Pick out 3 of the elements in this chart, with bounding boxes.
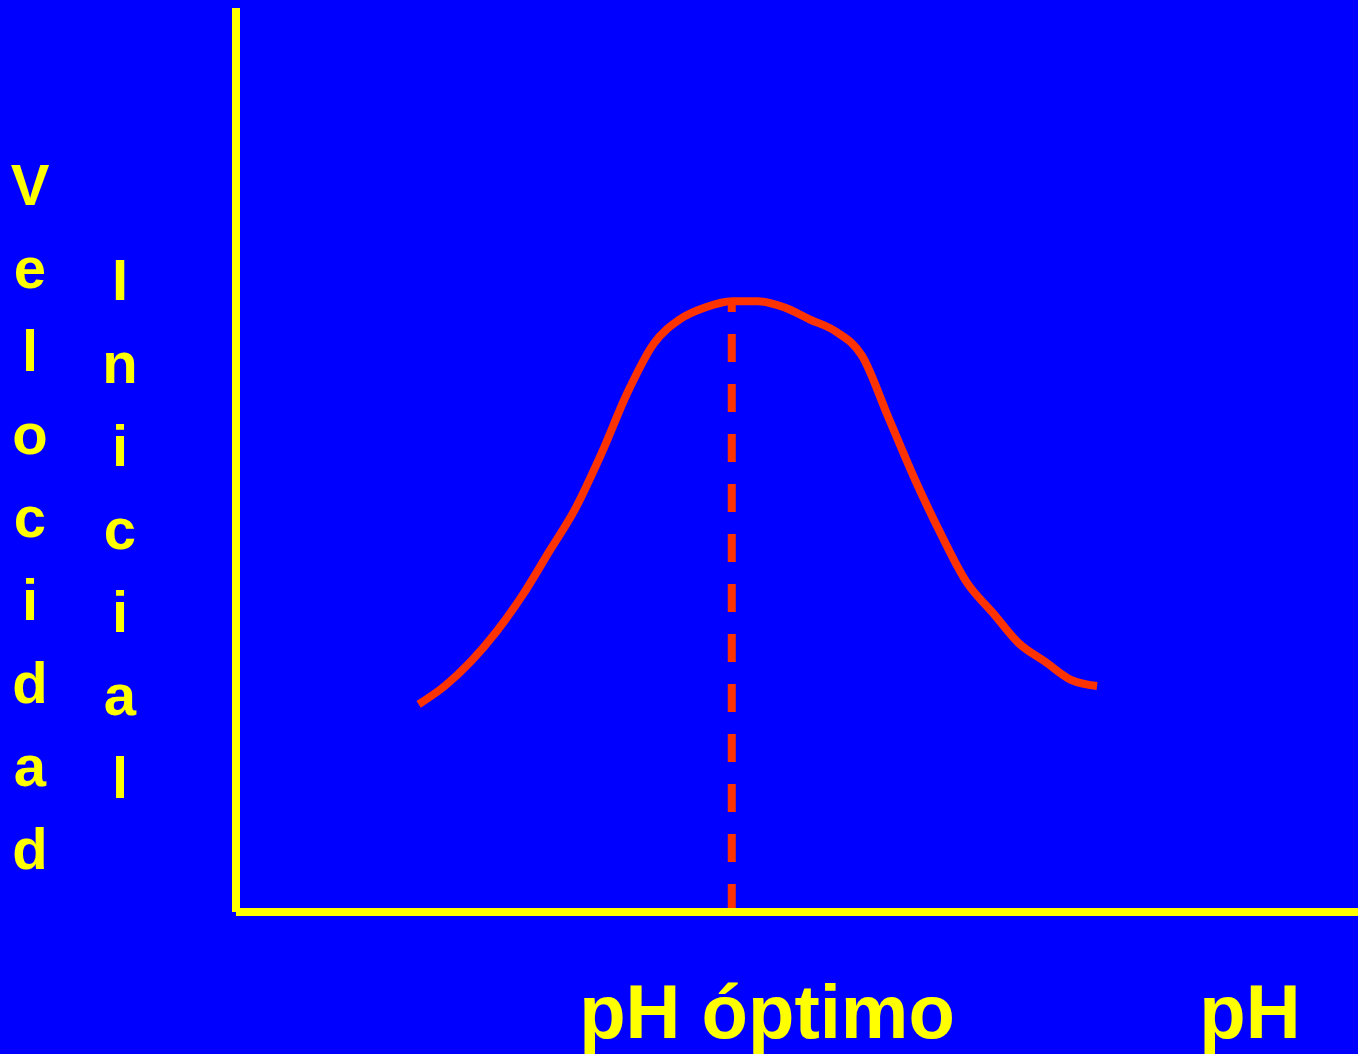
- x-axis-title: pH: [1199, 969, 1301, 1054]
- text: pH óptimo: [579, 969, 955, 1054]
- y-axis-title: Velocidad Inicial: [0, 152, 153, 899]
